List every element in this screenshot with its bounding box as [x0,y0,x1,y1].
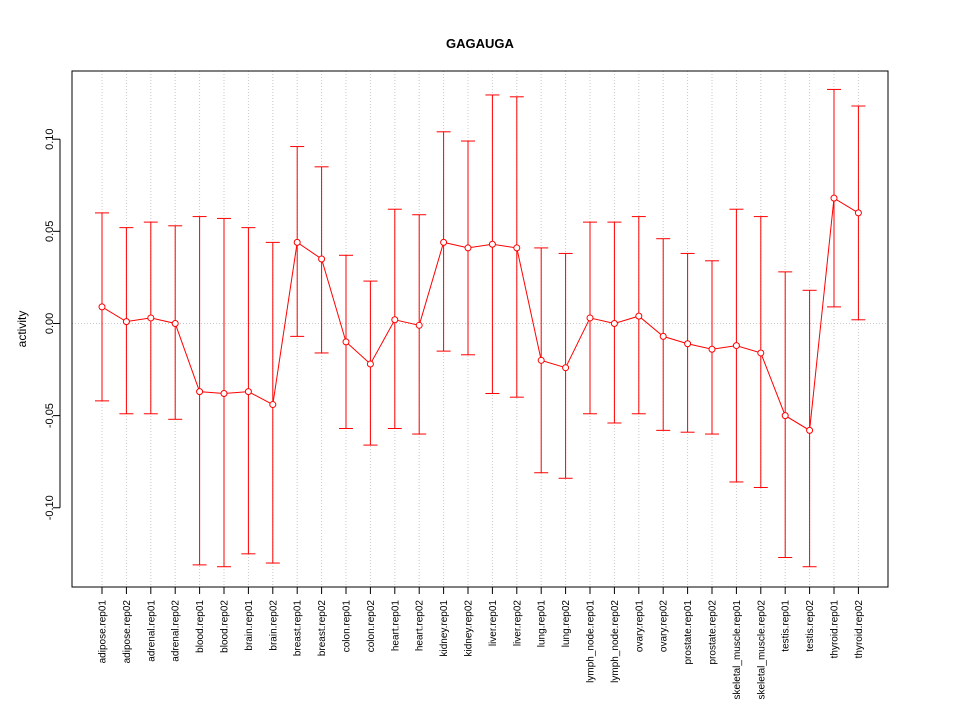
data-point [757,349,765,357]
data-point [318,255,326,263]
data-point [98,303,106,311]
x-tick-label: blood.rep01 [195,600,206,653]
x-tick-label: adipose.rep02 [122,600,133,664]
data-point [708,345,716,353]
x-tick-label: skeletal_muscle.rep02 [756,600,767,700]
data-point [684,340,692,348]
series-line [101,197,859,432]
x-tick-label: blood.rep02 [220,600,231,653]
x-tick-label: skeletal_muscle.rep01 [732,600,743,700]
data-point [635,312,643,320]
x-tick-label: breast.rep02 [317,600,328,657]
x-tick-label: breast.rep01 [293,600,304,657]
data-point [122,318,130,326]
x-tick-label: testis.rep01 [781,600,792,652]
data-point [806,426,814,434]
data-point [244,388,252,396]
y-tick-label: -0.10 [44,495,56,520]
data-point [440,238,448,246]
x-tick-label: liver.rep02 [512,600,523,647]
x-tick-label: thyroid.rep01 [830,600,841,659]
x-tick-label: brain.rep01 [244,600,255,651]
series-layer [95,88,866,568]
x-tick-label: adrenal.rep02 [171,600,182,662]
data-point [269,401,277,409]
x-tick-label: heart.rep01 [390,600,401,652]
data-point [391,316,399,324]
data-point [171,319,179,327]
x-tick-label: prostate.rep01 [683,600,694,665]
data-point [610,319,618,327]
x-tick-label: ovary.rep02 [659,600,670,653]
data-point [366,360,374,368]
x-tick-label: liver.rep01 [488,600,499,647]
y-tick-label: 0.00 [44,313,56,334]
data-point [293,238,301,246]
x-tick-label: brain.rep02 [268,600,279,651]
x-tick-label: kidney.rep02 [464,600,475,657]
axis-layer: -0.10 -0.05 0.00 0.05 0.10 adipose.rep01 adipo… [44,128,865,699]
data-point [732,342,740,350]
grid-layer [72,71,888,587]
data-point [586,314,594,322]
x-tick-label: lymph_node.rep02 [610,600,621,683]
x-tick-label: lung.rep02 [561,600,572,648]
x-tick-label: lymph_node.rep01 [586,600,597,683]
data-point [342,338,350,346]
data-point [537,356,545,364]
data-point [513,244,521,252]
x-tick-label: colon.rep02 [366,600,377,653]
data-point [781,412,789,420]
data-point [488,240,496,248]
x-tick-label: testis.rep02 [805,600,816,652]
data-point [220,390,228,397]
y-tick-label: -0.05 [44,403,56,428]
x-tick-label: ovary.rep01 [634,600,645,653]
data-point [464,244,472,252]
x-tick-label: prostate.rep02 [708,600,719,665]
data-point [659,332,667,340]
x-tick-label: heart.rep02 [415,600,426,652]
data-point [147,314,155,322]
chart-title: GAGAUGA [446,36,515,51]
data-point [196,388,204,396]
x-tick-label: lung.rep01 [537,600,548,648]
x-tick-label: thyroid.rep02 [854,600,865,659]
y-axis-label: activity [15,311,29,348]
x-tick-label: adrenal.rep01 [146,600,157,662]
x-tick-label: adipose.rep01 [98,600,109,664]
data-point [830,194,838,202]
data-point [562,364,570,372]
data-point [854,209,862,217]
y-tick-label: 0.05 [44,221,56,242]
x-tick-label: colon.rep01 [342,600,353,653]
y-tick-label: 0.10 [44,128,56,149]
plot-frame [71,70,889,588]
data-point [415,321,423,329]
x-tick-label: kidney.rep01 [439,600,450,657]
